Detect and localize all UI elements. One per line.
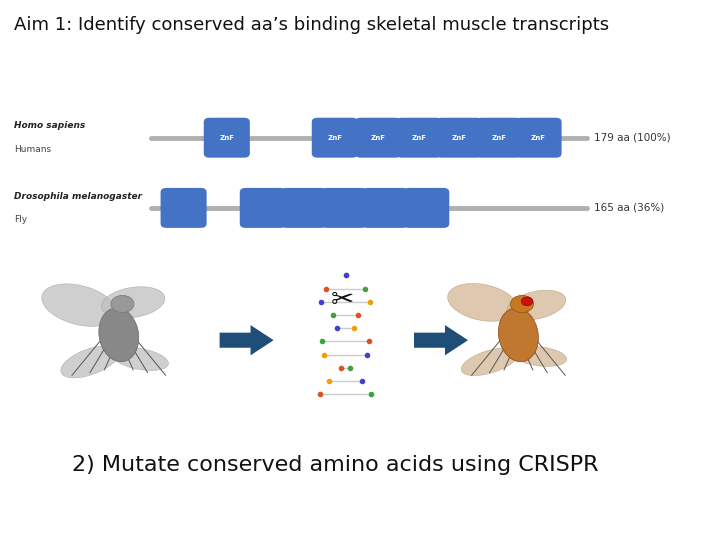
Text: ZnF: ZnF (412, 134, 426, 141)
Text: ZnF: ZnF (531, 134, 546, 141)
FancyBboxPatch shape (476, 118, 522, 158)
FancyBboxPatch shape (281, 188, 327, 228)
Ellipse shape (112, 348, 168, 370)
Ellipse shape (99, 308, 139, 362)
Ellipse shape (448, 284, 517, 321)
Text: ZnF: ZnF (220, 134, 234, 141)
Text: 165 aa (36%): 165 aa (36%) (594, 203, 665, 213)
Ellipse shape (507, 290, 566, 320)
Polygon shape (414, 325, 468, 355)
Text: Aim 1: Identify conserved aa’s binding skeletal muscle transcripts: Aim 1: Identify conserved aa’s binding s… (14, 16, 610, 34)
FancyBboxPatch shape (204, 118, 250, 158)
Text: Drosophila melanogaster: Drosophila melanogaster (14, 192, 143, 200)
Ellipse shape (42, 284, 117, 326)
Text: 179 aa (100%): 179 aa (100%) (594, 133, 670, 143)
Text: 2) Mutate conserved amino acids using CRISPR: 2) Mutate conserved amino acids using CR… (72, 455, 598, 475)
FancyBboxPatch shape (240, 188, 286, 228)
Ellipse shape (60, 346, 120, 378)
FancyBboxPatch shape (516, 118, 562, 158)
Text: ✂: ✂ (330, 286, 354, 314)
FancyBboxPatch shape (312, 118, 358, 158)
Ellipse shape (513, 347, 567, 366)
Ellipse shape (111, 295, 134, 313)
Ellipse shape (102, 287, 165, 318)
FancyBboxPatch shape (321, 188, 367, 228)
Text: Humans: Humans (14, 145, 52, 154)
Ellipse shape (462, 348, 518, 376)
Text: ZnF: ZnF (492, 134, 506, 141)
FancyBboxPatch shape (362, 188, 408, 228)
Text: ZnF: ZnF (452, 134, 467, 141)
FancyBboxPatch shape (161, 188, 207, 228)
Text: Homo sapiens: Homo sapiens (14, 122, 86, 130)
Text: ZnF: ZnF (371, 134, 385, 141)
FancyBboxPatch shape (396, 118, 442, 158)
Polygon shape (220, 325, 274, 355)
Text: Fly: Fly (14, 215, 27, 224)
FancyBboxPatch shape (403, 188, 449, 228)
Ellipse shape (510, 295, 534, 313)
FancyBboxPatch shape (436, 118, 482, 158)
FancyBboxPatch shape (355, 118, 401, 158)
Ellipse shape (521, 297, 533, 306)
Ellipse shape (498, 308, 539, 362)
Text: ZnF: ZnF (328, 134, 342, 141)
